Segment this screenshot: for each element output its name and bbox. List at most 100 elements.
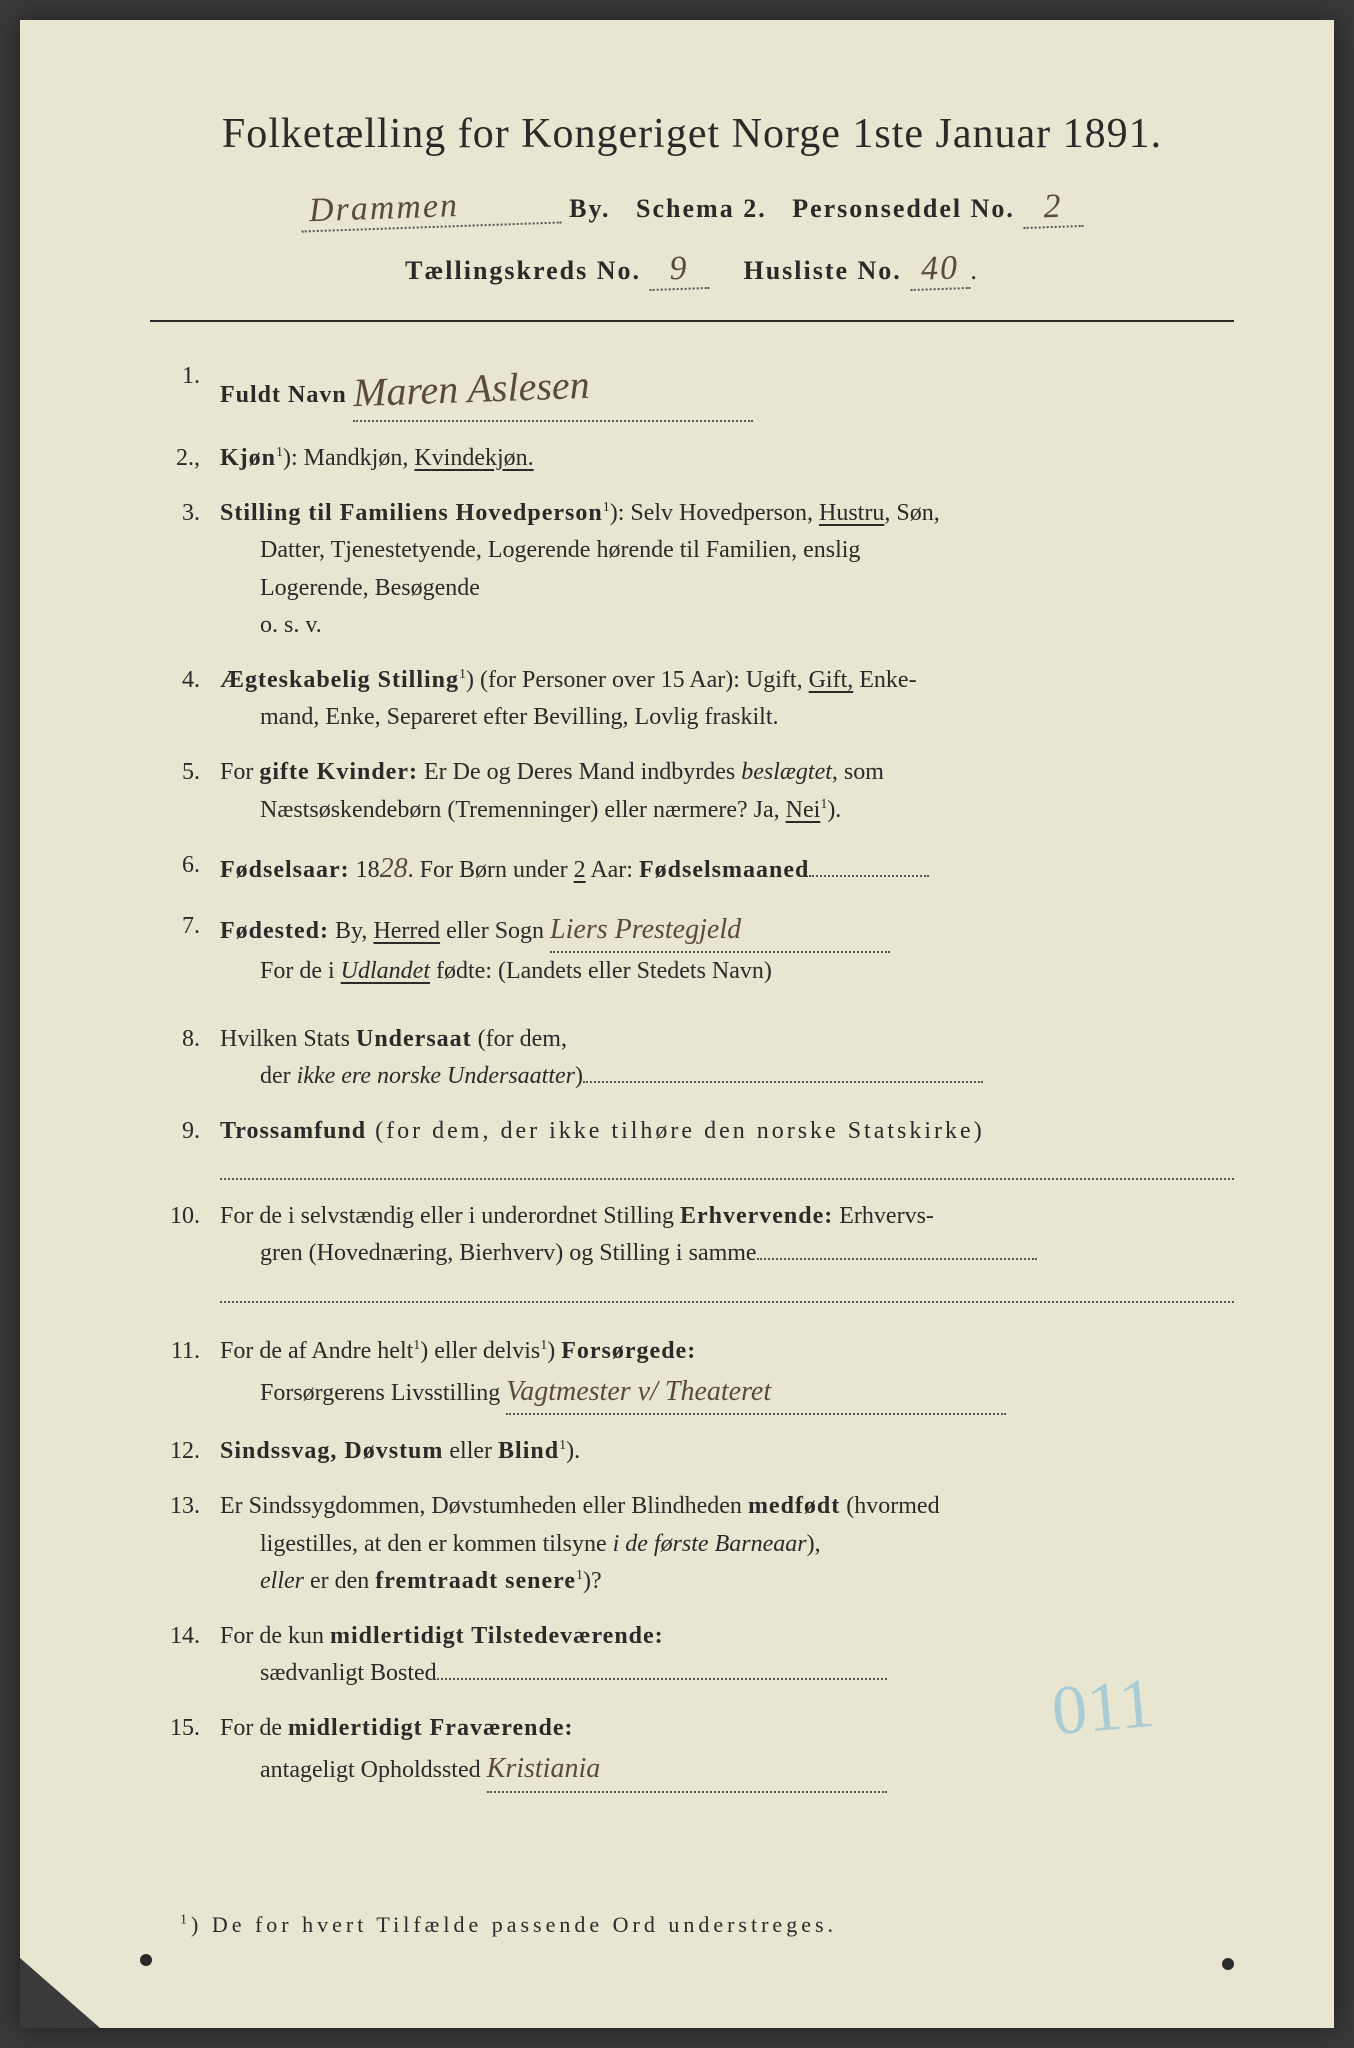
by-label: By. <box>569 194 610 223</box>
form-items: 1. Fuldt Navn Maren Aslesen 2., Kjøn1): … <box>150 358 1234 1793</box>
underlined: 2 <box>574 857 586 883</box>
dotted-line: Vagtmester v/ Theateret <box>506 1370 1006 1415</box>
field-text: ligestilles, at den er kommen tilsyne i … <box>220 1526 821 1563</box>
field-text: )? <box>583 1568 602 1594</box>
item-content: Ægteskabelig Stilling1) (for Personer ov… <box>220 662 1234 736</box>
item-5: 5. For gifte Kvinder: Er De og Deres Man… <box>160 754 1234 828</box>
item-num: 12. <box>160 1433 220 1470</box>
item-4: 4. Ægteskabelig Stilling1) (for Personer… <box>160 662 1234 736</box>
underlined: Herred <box>373 918 440 944</box>
field-label: midlertidigt Fraværende: <box>288 1715 574 1741</box>
sup: 1 <box>276 445 283 460</box>
field-text: For <box>220 759 259 785</box>
field-text: 18 <box>350 857 380 883</box>
footnote: 1) De for hvert Tilfælde passende Ord un… <box>180 1912 837 1938</box>
provider-handwritten: Vagtmester v/ Theateret <box>506 1376 771 1407</box>
divider-line <box>150 320 1234 322</box>
field-text: ). <box>566 1438 580 1464</box>
header-row-1: Drammen By. Schema 2. Personseddel No. 2 <box>150 188 1234 228</box>
item-3: 3. Stilling til Familiens Hovedperson1):… <box>160 495 1234 644</box>
item-content: Fødested: By, Herred eller Sogn Liers Pr… <box>220 908 1234 991</box>
item-content: Stilling til Familiens Hovedperson1): Se… <box>220 495 1234 644</box>
dotted-line <box>220 1156 1234 1180</box>
husliste-no: 40 <box>910 249 971 291</box>
field-text: , Søn, <box>884 500 939 526</box>
field-text: ) eller delvis <box>420 1338 540 1364</box>
field-text: er den <box>304 1568 375 1594</box>
field-text: ): Mandkjøn, <box>283 445 414 471</box>
field-text: ligestilles, at den er kommen tilsyne <box>260 1531 613 1557</box>
field-text: Aar: <box>586 857 639 883</box>
item-content: Kjøn1): Mandkjøn, Kvindekjøn. <box>220 440 1234 477</box>
kreds-no: 9 <box>649 249 710 291</box>
dotted-line <box>220 1279 1234 1303</box>
field-text: Logerende, Besøgende <box>220 570 480 607</box>
field-label: midlertidigt Tilstedeværende: <box>330 1623 664 1649</box>
underlined: Kvindekjøn. <box>414 445 533 471</box>
dotted-line: Kristiania <box>487 1747 887 1792</box>
birthplace-handwritten: Liers Prestegjeld <box>550 914 741 945</box>
field-text: eller Sogn <box>440 918 544 944</box>
field-text: der ikke ere norske Undersaatter) <box>220 1058 1194 1095</box>
item-content: Sindssvag, Døvstum eller Blind1). <box>220 1433 1234 1470</box>
footnote-text: ) De for hvert Tilfælde passende Ord und… <box>191 1912 837 1937</box>
field-label: Sindssvag, Døvstum <box>220 1438 443 1464</box>
item-num: 6. <box>160 847 220 890</box>
field-text: By, <box>329 918 373 944</box>
dotted-line <box>437 1678 887 1680</box>
field-text: fødte: (Landets eller Stedets Navn) <box>430 958 772 984</box>
field-label: Fødested: <box>220 918 329 944</box>
kreds-label: Tællingskreds No. <box>405 256 641 285</box>
field-text: mand, Enke, Separeret efter Bevilling, L… <box>220 699 779 736</box>
field-label: Undersaat <box>356 1026 472 1052</box>
item-content: For de i selvstændig eller i underordnet… <box>220 1198 1234 1302</box>
field-text: gren (Hovednæring, Bierhverv) og Stillin… <box>220 1235 757 1272</box>
field-text: For de af Andre helt <box>220 1338 413 1364</box>
field-text: antageligt Opholdssted <box>220 1752 481 1789</box>
residence-handwritten: Kristiania <box>487 1753 601 1784</box>
field-text: For de i <box>260 958 341 984</box>
field-label: medfødt <box>748 1493 840 1519</box>
item-num: 3. <box>160 495 220 644</box>
ink-dot <box>140 1954 152 1966</box>
item-num: 15. <box>160 1710 220 1793</box>
dotted-line <box>809 875 929 877</box>
field-text: Er De og Deres Mand indbyrdes <box>418 759 741 785</box>
item-num: 10. <box>160 1198 220 1302</box>
field-label: fremtraadt senere <box>375 1568 576 1594</box>
item-num: 11. <box>160 1333 220 1416</box>
field-text: Erhvervs- <box>833 1203 934 1229</box>
item-num: 7. <box>160 908 220 991</box>
field-label: gifte Kvinder: <box>259 759 418 785</box>
corner-fold <box>20 1958 100 2028</box>
item-content: Fødselsaar: 1828. For Børn under 2 Aar: … <box>220 847 1234 890</box>
field-text: Enke- <box>853 667 916 693</box>
item-1: 1. Fuldt Navn Maren Aslesen <box>160 358 1234 422</box>
italic-text: eller <box>260 1568 304 1594</box>
dotted-line <box>757 1258 1037 1260</box>
husliste-label: Husliste No. <box>743 256 901 285</box>
field-text: ): Selv Hovedperson, <box>610 500 819 526</box>
underlined: Nei <box>786 797 821 823</box>
item-num: 1. <box>160 358 220 422</box>
field-text: der <box>260 1063 297 1089</box>
field-text: . For Børn under <box>408 857 574 883</box>
blue-mark: 011 <box>1048 1664 1157 1753</box>
underlined: Hustru <box>819 500 884 526</box>
italic-text: i de første Barneaar <box>613 1531 807 1557</box>
field-text: (for dem, <box>472 1026 567 1052</box>
underlined: Gift, <box>809 667 854 693</box>
header-row-2: Tællingskreds No. 9 Husliste No. 40. <box>150 250 1234 290</box>
item-2: 2., Kjøn1): Mandkjøn, Kvindekjøn. <box>160 440 1234 477</box>
field-text: For de i selvstændig eller i underordnet… <box>220 1203 680 1229</box>
field-label: Trossamfund <box>220 1118 366 1144</box>
item-content: For de af Andre helt1) eller delvis1) Fo… <box>220 1333 1234 1416</box>
sup: 1 <box>459 667 466 682</box>
field-text: ). <box>827 797 841 823</box>
item-9: 9. Trossamfund (for dem, der ikke tilhør… <box>160 1113 1234 1180</box>
field-text: (hvormed <box>840 1493 939 1519</box>
field-text: o. s. v. <box>220 607 322 644</box>
item-num: 8. <box>160 1021 220 1095</box>
sup: 1 <box>603 500 610 515</box>
item-num: 5. <box>160 754 220 828</box>
